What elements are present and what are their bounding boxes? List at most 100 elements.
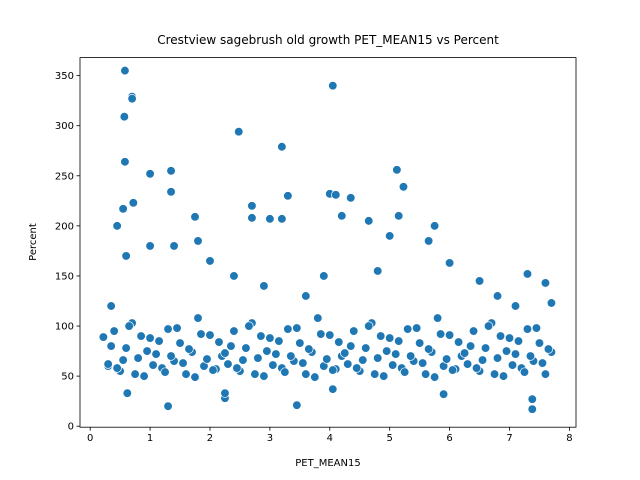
point <box>510 301 521 311</box>
point <box>358 355 368 365</box>
point <box>435 329 446 339</box>
point <box>259 281 269 291</box>
point <box>337 211 347 221</box>
point <box>531 323 542 333</box>
x-tick-label: 3 <box>267 433 273 444</box>
point <box>546 298 557 308</box>
point <box>343 359 353 369</box>
point <box>103 359 113 369</box>
point <box>543 344 554 354</box>
point <box>391 349 401 359</box>
point <box>229 326 239 336</box>
y-tick-label: 150 <box>55 271 74 282</box>
point <box>388 360 398 370</box>
point <box>292 323 302 333</box>
point <box>447 365 458 375</box>
point <box>398 182 409 192</box>
point <box>163 324 173 334</box>
point <box>376 331 386 341</box>
point <box>441 354 452 364</box>
point <box>465 341 476 351</box>
point <box>151 349 161 359</box>
point <box>280 367 290 377</box>
x-tick-label: 6 <box>446 433 452 444</box>
point <box>130 369 140 379</box>
point <box>525 351 536 361</box>
x-tick-label: 8 <box>566 433 572 444</box>
point <box>444 258 455 268</box>
point <box>537 358 548 368</box>
point <box>385 333 395 343</box>
point <box>145 333 155 343</box>
point <box>364 216 374 226</box>
point <box>220 388 230 398</box>
y-tick-label: 300 <box>55 121 74 132</box>
point <box>205 256 215 266</box>
point <box>106 341 116 351</box>
point <box>166 187 176 197</box>
point <box>313 313 323 323</box>
y-axis-label: Percent <box>28 223 39 261</box>
point <box>181 369 191 379</box>
point <box>394 336 404 346</box>
point <box>98 332 109 342</box>
point <box>277 214 287 224</box>
x-tick-label: 0 <box>87 433 93 444</box>
point <box>178 358 188 368</box>
point <box>142 346 152 356</box>
point <box>154 336 164 346</box>
point <box>480 343 491 353</box>
point <box>118 355 128 365</box>
point <box>492 353 503 363</box>
point <box>328 365 338 375</box>
point <box>352 363 362 373</box>
y-tick-label: 100 <box>55 322 74 333</box>
point <box>274 336 284 346</box>
point <box>148 360 158 370</box>
point <box>244 321 254 331</box>
point <box>420 369 431 379</box>
point <box>471 363 482 373</box>
point <box>361 343 371 353</box>
point <box>283 191 293 201</box>
point <box>166 351 176 361</box>
x-tick-label: 1 <box>147 433 153 444</box>
point <box>120 65 130 76</box>
point <box>412 323 422 333</box>
point <box>232 363 242 373</box>
point <box>527 394 537 404</box>
point <box>112 363 122 373</box>
point <box>432 313 443 323</box>
point <box>304 344 314 354</box>
point <box>133 353 143 363</box>
point <box>489 369 500 379</box>
point <box>292 400 302 410</box>
point <box>477 355 488 365</box>
point <box>175 338 185 348</box>
point <box>301 369 311 379</box>
point <box>483 321 494 331</box>
point <box>429 372 440 382</box>
point <box>340 348 350 358</box>
point <box>462 359 473 369</box>
x-tick-label: 5 <box>387 433 393 444</box>
point <box>262 346 272 356</box>
point <box>429 221 440 231</box>
point <box>247 201 257 211</box>
point <box>385 231 395 241</box>
point <box>253 353 263 363</box>
point <box>139 371 149 381</box>
point <box>184 344 194 354</box>
point <box>121 343 131 353</box>
point <box>118 204 128 214</box>
point <box>286 351 296 361</box>
point <box>271 349 281 359</box>
point <box>406 351 416 361</box>
point <box>265 214 275 224</box>
point <box>453 337 464 347</box>
point <box>247 213 257 223</box>
point <box>169 241 179 251</box>
point <box>392 165 402 175</box>
point <box>122 388 132 398</box>
